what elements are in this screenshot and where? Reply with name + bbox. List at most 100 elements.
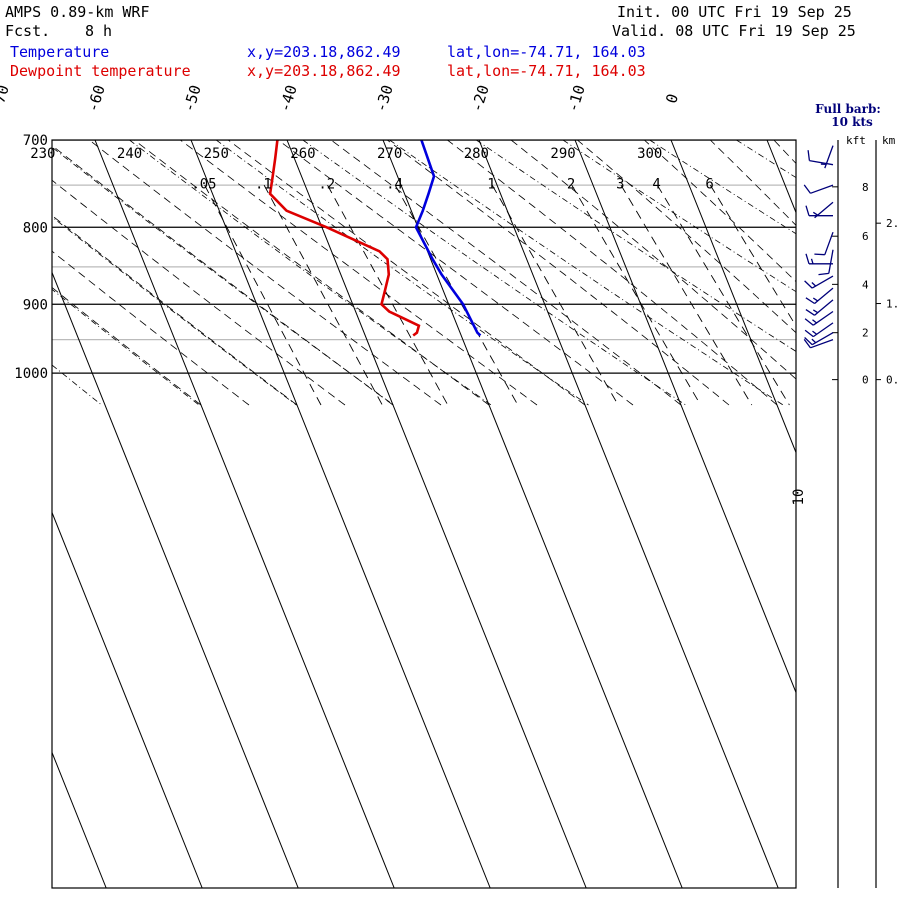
- dry-adiabat: [52, 146, 395, 406]
- mixing-ratio-line: [709, 184, 796, 327]
- isotherm: [190, 140, 491, 888]
- wind-barb: [814, 231, 834, 256]
- mixing-ratio-line: [620, 184, 753, 406]
- dry-adiabat: [52, 364, 102, 406]
- legend-dewpoint-latlon: lat,lon=-74.71, 164.03: [447, 62, 646, 80]
- dry-adiabat: [52, 216, 297, 406]
- wind-profile: [803, 145, 834, 349]
- pressure-tick-label: 700: [23, 133, 48, 149]
- moist-adiabat: [510, 140, 796, 380]
- legend-dewpoint-label: Dewpoint temperature: [10, 62, 191, 80]
- pressure-tick-label: 1000: [14, 366, 48, 382]
- moist-adiabat: [52, 214, 298, 406]
- isotherm: [766, 140, 796, 214]
- sounding-series: [268, 140, 482, 337]
- moist-adiabat: [387, 140, 730, 406]
- dry-adiabat-label: 240: [117, 146, 142, 162]
- plot-frame: [51, 139, 797, 889]
- isotherm-label: -30: [372, 83, 397, 114]
- pressure-tick-label: 800: [23, 220, 48, 236]
- km-tick-label: 2.: [886, 217, 899, 230]
- moist-adiabat: [773, 140, 796, 165]
- mixing-ratio-label: .2: [318, 176, 335, 192]
- moist-adiabat: [277, 140, 634, 406]
- wind-barb: [804, 310, 834, 326]
- moist-adiabat: [835, 140, 900, 405]
- moist-adiabat: [89, 140, 442, 406]
- wind-barb: [807, 150, 834, 166]
- dry-adiabat-label: 300: [637, 146, 662, 162]
- mixing-ratio-label: .4: [386, 176, 403, 192]
- dry-adiabat: [129, 140, 492, 406]
- moist-adiabat: [710, 140, 796, 226]
- dry-adiabat: [649, 140, 796, 235]
- isotherm-label: -60: [84, 83, 109, 114]
- isotherm: [52, 751, 107, 888]
- wind-barb: [805, 253, 833, 265]
- isotherm: [52, 511, 203, 888]
- isotherm-label: -50: [180, 83, 205, 114]
- mixing-ratio-line: [656, 184, 790, 406]
- isotherm-label: 0: [662, 92, 682, 106]
- moist-adiabat: [644, 140, 796, 283]
- wind-barb: [804, 275, 834, 289]
- legend-temperature-xy: x,y=203.18,862.49: [247, 43, 401, 61]
- dry-adiabat-label: 230: [30, 146, 55, 162]
- isotherm: [574, 140, 796, 694]
- mixing-ratio-line: [491, 184, 619, 406]
- dry-adiabat-label: 290: [550, 146, 575, 162]
- mixing-ratio-line: [204, 184, 322, 406]
- mixing-ratio-line: [327, 184, 449, 406]
- wind-barb: [804, 332, 834, 346]
- wind-key-title: Full barb:: [815, 102, 881, 116]
- model-title: AMPS 0.89-km WRF: [5, 3, 150, 21]
- wind-barb: [804, 322, 834, 338]
- isotherm: [0, 140, 10, 888]
- moist-adiabat: [227, 140, 586, 406]
- isotherm-label: -10: [564, 83, 589, 114]
- moist-adiabat: [447, 140, 778, 406]
- moist-adiabat: [577, 140, 796, 334]
- dry-adiabat: [389, 140, 784, 406]
- dry-adiabat-label: 250: [204, 146, 229, 162]
- forecast-label: Fcst.: [5, 22, 51, 40]
- isotherm-label: -20: [468, 83, 493, 114]
- wind-barb: [820, 145, 834, 169]
- moist-adiabat: [134, 140, 490, 406]
- mixing-ratio-label: .05: [191, 176, 216, 192]
- km-unit-label: km: [882, 134, 896, 147]
- mixing-ratio-line: [571, 184, 701, 406]
- dry-adiabat-label: 280: [464, 146, 489, 162]
- dry-adiabat: [823, 140, 900, 405]
- dry-adiabat: [562, 140, 796, 293]
- inline-label: 10: [791, 489, 807, 506]
- mixing-ratio-line: [263, 184, 383, 406]
- dry-adiabat-label: 270: [377, 146, 402, 162]
- mixing-ratio-label: 2: [567, 176, 575, 192]
- wind-barb: [805, 205, 833, 217]
- kft-unit-label: kft: [846, 134, 866, 147]
- wind-barb: [803, 184, 834, 194]
- isotherm-label: -40: [276, 83, 301, 114]
- legend-temperature-label: Temperature: [10, 43, 110, 61]
- wind-barb: [818, 249, 834, 276]
- km-tick-label: 1.: [886, 298, 899, 311]
- mixing-ratio-label: 1: [487, 176, 495, 192]
- dry-adiabat: [476, 140, 796, 352]
- kft-tick-label: 8: [862, 181, 869, 194]
- valid-time: Valid. 08 UTC Fri 19 Sep 25: [612, 22, 856, 40]
- isotherm-label: -70: [0, 83, 13, 114]
- moist-adiabat: [52, 179, 346, 406]
- wind-barb: [803, 338, 834, 349]
- dry-adiabat: [215, 140, 589, 406]
- legend-dewpoint-xy: x,y=203.18,862.49: [247, 62, 401, 80]
- wind-key-value: 10 kts: [831, 115, 873, 129]
- isotherm: [94, 140, 395, 888]
- mixing-ratio-label: 4: [652, 176, 660, 192]
- kft-tick-label: 4: [862, 278, 869, 291]
- isotherm: [670, 140, 796, 454]
- dewpoint-profile: [268, 140, 421, 337]
- isotherm: [52, 271, 299, 888]
- isotherm: [286, 140, 587, 888]
